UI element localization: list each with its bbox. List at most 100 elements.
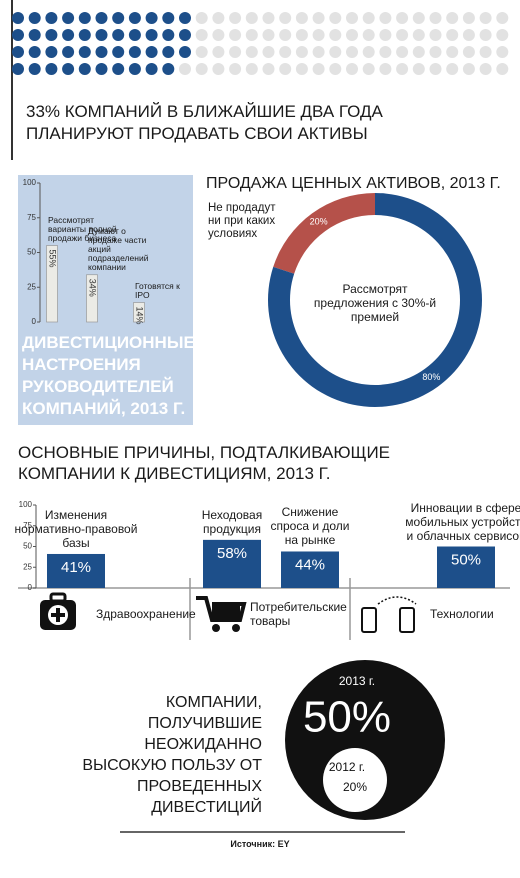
dot — [78, 12, 91, 24]
category-label: Рассмотрят предложения с 30%-й премией — [313, 282, 437, 324]
page-title: 33% КОМПАНИЙ В БЛИЖАЙШИЕ ДВА ГОДА ПЛАНИР… — [26, 102, 383, 143]
dot — [462, 46, 475, 58]
dot — [346, 12, 358, 24]
dot — [429, 46, 442, 58]
dot — [446, 63, 459, 75]
value-label: 41% — [61, 559, 91, 576]
dot — [262, 29, 275, 41]
dot — [179, 12, 191, 24]
bar — [86, 274, 98, 323]
dot — [62, 29, 75, 41]
dot — [446, 29, 459, 41]
dot — [429, 12, 442, 24]
dot — [179, 46, 191, 58]
y-tick-label: 25 — [23, 562, 32, 571]
dot — [62, 12, 75, 24]
value-label: 34% — [88, 279, 98, 297]
source: Источник: EY — [230, 839, 290, 849]
dot — [379, 29, 392, 41]
dot — [95, 46, 108, 58]
category-label: 2012 г. — [329, 760, 365, 774]
dot — [279, 63, 292, 75]
bar — [203, 539, 261, 588]
dot — [412, 29, 425, 41]
y-tick-label: 100 — [19, 500, 33, 509]
dot — [362, 12, 375, 24]
chart-title: КОМПАНИИ, ПОЛУЧИВШИЕ НЕОЖИДАННО ВЫСОКУЮ … — [82, 694, 262, 816]
industry-label: Здравоохранение — [96, 607, 196, 621]
dot — [329, 12, 342, 24]
dot — [295, 63, 308, 75]
dot — [346, 29, 358, 41]
circle-mark — [323, 748, 387, 812]
dot — [496, 12, 509, 24]
dot — [162, 29, 175, 41]
dot — [245, 46, 258, 58]
value-label: 50% — [451, 551, 481, 568]
dot — [346, 63, 358, 75]
dot — [12, 63, 24, 75]
industry-label: Потребительские товары — [250, 600, 347, 628]
dot — [279, 29, 292, 41]
y-tick-label: 0 — [32, 317, 37, 326]
dot — [245, 63, 258, 75]
dot — [128, 46, 141, 58]
dot — [362, 29, 375, 41]
dot — [78, 29, 91, 41]
dot — [78, 63, 91, 75]
dot — [95, 12, 108, 24]
dot — [112, 46, 125, 58]
dot — [329, 63, 342, 75]
dot — [195, 46, 208, 58]
bar — [437, 546, 495, 588]
dot — [229, 63, 242, 75]
dot — [212, 29, 225, 41]
bar — [46, 245, 58, 323]
dot — [396, 29, 409, 41]
y-tick-label: 50 — [23, 542, 32, 551]
cart-icon — [196, 596, 247, 632]
dot — [95, 63, 108, 75]
dot — [479, 63, 492, 75]
dot — [412, 63, 425, 75]
dot — [462, 63, 475, 75]
dot — [45, 63, 58, 75]
dot — [295, 29, 308, 41]
dot — [396, 46, 409, 58]
category-label: Неходовая продукция — [201, 507, 263, 536]
dot — [429, 63, 442, 75]
dot — [412, 46, 425, 58]
category-label: Снижение спроса и доли на рынке — [270, 505, 350, 548]
dot — [12, 12, 24, 24]
category-label: Думают о продаже части акций подразделен… — [88, 225, 149, 272]
dot — [295, 46, 308, 58]
dot — [45, 12, 58, 24]
dot — [262, 46, 275, 58]
dot — [179, 29, 191, 41]
dot — [496, 29, 509, 41]
dot — [229, 29, 242, 41]
dot — [145, 46, 158, 58]
dot — [28, 46, 41, 58]
value-label: 50% — [303, 693, 391, 742]
bar — [47, 553, 105, 588]
dot — [212, 12, 225, 24]
dot — [145, 29, 158, 41]
dot — [112, 29, 125, 41]
dot — [162, 12, 175, 24]
dot — [362, 63, 375, 75]
dot — [446, 46, 459, 58]
chart-title: ПРОДАЖА ЦЕННЫХ АКТИВОВ, 2013 Г. — [206, 175, 501, 192]
dot — [128, 63, 141, 75]
dot — [379, 12, 392, 24]
dot — [145, 12, 158, 24]
dot — [128, 29, 141, 41]
dot — [45, 29, 58, 41]
dot — [429, 29, 442, 41]
dot — [462, 12, 475, 24]
value-label: 20% — [343, 780, 367, 794]
y-tick-label: 25 — [27, 282, 36, 291]
value-label: 20% — [310, 217, 328, 227]
dot — [162, 63, 175, 75]
